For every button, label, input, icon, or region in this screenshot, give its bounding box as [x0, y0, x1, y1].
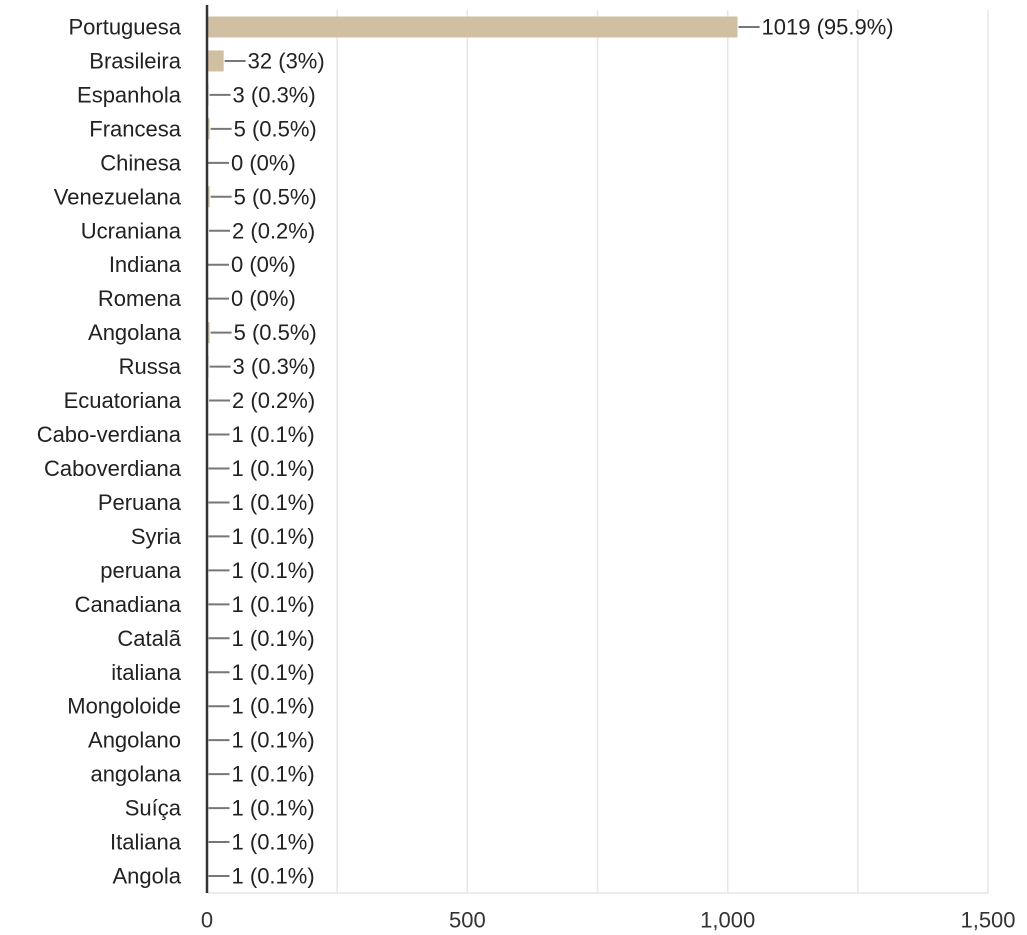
category-label: Espanhola — [77, 82, 182, 107]
data-label: 32 (3%) — [248, 48, 325, 73]
category-label: Portuguesa — [68, 14, 181, 39]
category-label: Cabo-verdiana — [37, 422, 182, 447]
data-label: 1 (0.1%) — [232, 626, 315, 651]
data-label: 1 (0.1%) — [232, 762, 315, 787]
data-label: 1 (0.1%) — [232, 864, 315, 889]
category-label: angolana — [90, 762, 181, 787]
category-label: Angola — [112, 864, 181, 889]
x-axis-ticks: 0 500 1,000 1,500 — [201, 908, 1016, 933]
data-label: 0 (0%) — [231, 286, 296, 311]
category-label: Peruana — [98, 490, 182, 515]
bar — [207, 50, 224, 72]
data-label: 1 (0.1%) — [232, 558, 315, 583]
bar — [207, 186, 210, 208]
data-label: 2 (0.2%) — [232, 388, 315, 413]
x-tick-label: 1,500 — [960, 908, 1015, 933]
category-label: Canadiana — [75, 592, 182, 617]
category-label: Romena — [98, 286, 182, 311]
data-label: 0 (0%) — [231, 150, 296, 175]
data-label: 1 (0.1%) — [232, 592, 315, 617]
data-label: 5 (0.5%) — [234, 116, 317, 141]
data-label: 1 (0.1%) — [232, 456, 315, 481]
category-label: italiana — [111, 660, 181, 685]
bar — [207, 322, 210, 344]
data-label: 1 (0.1%) — [232, 830, 315, 855]
category-labels: Portuguesa Brasileira Espanhola Francesa Chi… — [37, 14, 182, 888]
category-label: Syria — [131, 524, 182, 549]
category-label: Caboverdiana — [44, 456, 182, 481]
category-label: Suíça — [125, 796, 182, 821]
data-label: 2 (0.2%) — [232, 218, 315, 243]
bars — [207, 16, 738, 887]
data-label: 1 (0.1%) — [232, 422, 315, 447]
data-label: 1 (0.1%) — [232, 660, 315, 685]
category-label: Ecuatoriana — [64, 388, 182, 413]
category-label: Angolano — [88, 728, 181, 753]
category-label: Catalã — [117, 626, 181, 651]
data-label: 1 (0.1%) — [232, 524, 315, 549]
x-tick-label: 0 — [201, 908, 213, 933]
category-label: Chinesa — [100, 150, 181, 175]
data-label: 3 (0.3%) — [233, 354, 316, 379]
category-label: Mongoloide — [67, 694, 181, 719]
category-label: Italiana — [110, 830, 182, 855]
category-label: Brasileira — [89, 48, 181, 73]
category-label: Ucraniana — [81, 218, 182, 243]
data-labels: 1019 (95.9%) 32 (3%) 3 (0.3%) 5 (0.5%) 0 (0%… — [208, 14, 894, 889]
data-label: 1019 (95.9%) — [762, 14, 894, 39]
data-label: 5 (0.5%) — [234, 184, 317, 209]
data-label: 5 (0.5%) — [234, 320, 317, 345]
data-label: 0 (0%) — [231, 252, 296, 277]
data-label: 3 (0.3%) — [233, 82, 316, 107]
category-label: peruana — [100, 558, 182, 583]
category-label: Francesa — [89, 116, 181, 141]
gridlines — [207, 10, 989, 894]
bar — [207, 16, 738, 38]
data-label: 1 (0.1%) — [232, 694, 315, 719]
category-label: Indiana — [109, 252, 182, 277]
category-label: Angolana — [88, 320, 182, 345]
data-label: 1 (0.1%) — [232, 728, 315, 753]
x-tick-label: 1,000 — [700, 908, 755, 933]
x-tick-label: 500 — [449, 908, 486, 933]
category-label: Russa — [119, 354, 182, 379]
bar — [207, 118, 210, 140]
data-label: 1 (0.1%) — [232, 796, 315, 821]
category-label: Venezuelana — [54, 184, 182, 209]
data-label: 1 (0.1%) — [232, 490, 315, 515]
